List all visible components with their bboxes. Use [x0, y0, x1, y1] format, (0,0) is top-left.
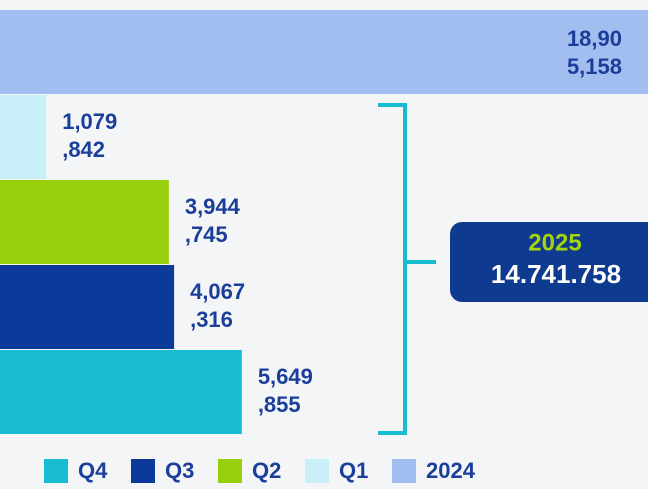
value-label: 5,158 — [567, 54, 622, 79]
legend-swatch — [218, 459, 242, 483]
legend-label: Q2 — [252, 458, 281, 483]
bar — [0, 350, 242, 434]
bar — [0, 10, 648, 94]
legend-swatch — [44, 459, 68, 483]
value-label: 4,067 — [190, 279, 245, 304]
total-label: 14.741.758 — [491, 259, 621, 289]
bracket — [378, 103, 436, 435]
legend-label: Q1 — [339, 458, 368, 483]
legend-label: 2024 — [426, 458, 476, 483]
value-label: ,842 — [62, 137, 105, 162]
bracket-line — [378, 103, 407, 435]
legend-swatch — [392, 459, 416, 483]
total-box — [450, 222, 648, 302]
value-label: 1,079 — [62, 109, 117, 134]
value-label: ,855 — [258, 392, 301, 417]
value-label: ,745 — [185, 222, 228, 247]
bar — [0, 180, 169, 264]
legend-label: Q3 — [165, 458, 194, 483]
legend-swatch — [305, 459, 329, 483]
legend-swatch — [131, 459, 155, 483]
value-label: 5,649 — [258, 364, 313, 389]
value-label: 18,90 — [567, 26, 622, 51]
total-name: 2025 — [528, 229, 581, 256]
value-label: ,316 — [190, 307, 233, 332]
legend-label: Q4 — [78, 458, 108, 483]
bar — [0, 95, 47, 179]
value-label: 3,944 — [185, 194, 241, 219]
bar — [0, 265, 175, 349]
